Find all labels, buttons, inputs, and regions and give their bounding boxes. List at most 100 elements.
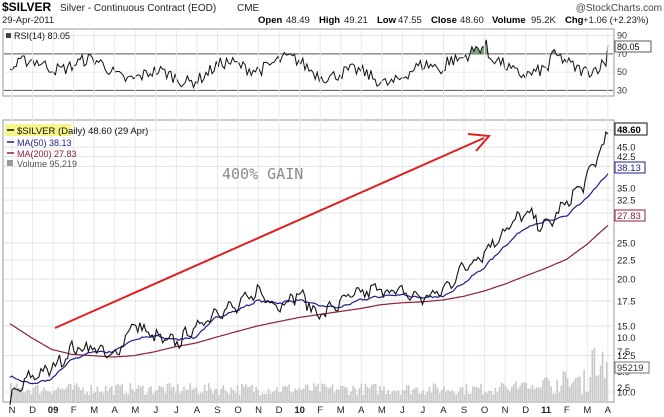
volume-bar (40, 391, 43, 401)
volume-bar (399, 394, 402, 401)
volume-bar (160, 386, 163, 401)
volume-bar (562, 371, 565, 401)
volume-bar (133, 391, 136, 401)
volume-bar (519, 385, 521, 401)
rsi-line (9, 39, 609, 90)
volume-bar (525, 383, 528, 401)
x-tick-label: J (421, 405, 426, 416)
volume-bar (146, 393, 148, 401)
volume-bar (226, 392, 229, 401)
volume-bar (197, 393, 200, 401)
x-tick-label: O (234, 405, 241, 416)
legend-highlight (5, 124, 71, 136)
x-tick-label: A (194, 405, 201, 416)
volume-bar (496, 392, 499, 401)
volume-bar (251, 384, 253, 401)
x-tick-label: D (29, 405, 36, 416)
volume-bar (193, 388, 196, 401)
volume-bar (115, 385, 117, 401)
volume-bar (408, 385, 410, 401)
price-tick-label: 45.0 (617, 143, 636, 154)
volume-bar (441, 389, 443, 401)
volume-bar (445, 391, 447, 401)
volume-bar (67, 384, 70, 401)
volume-bar (346, 387, 348, 401)
volume-bar (426, 391, 429, 401)
volume-bar (119, 385, 121, 401)
volume-bar (436, 388, 439, 401)
volume-bar (16, 383, 18, 401)
volume-bar (255, 386, 257, 401)
volume-bar (139, 386, 142, 401)
volume-bar (416, 387, 418, 401)
volume-bar (333, 392, 336, 401)
volume-bar (585, 392, 587, 401)
volume-bar (527, 388, 530, 401)
volume-bar (366, 387, 369, 401)
volume-bar (552, 393, 554, 401)
volume-label: Volume (492, 15, 526, 26)
chart-header: $SILVER Silver - Continuous Contract (EO… (2, 0, 662, 26)
volume-bar (257, 389, 259, 401)
price-tick-label: 22.5 (617, 255, 636, 266)
volume-bar (230, 387, 233, 401)
x-tick-label: J (153, 405, 158, 416)
volume-bar (195, 387, 198, 401)
volume-bar (430, 392, 433, 401)
volume-bar (579, 376, 581, 401)
volume-bar (22, 392, 24, 401)
volume-bar (589, 377, 591, 401)
volume-bar (121, 383, 123, 401)
volume-bar (253, 391, 255, 401)
volume-bar (288, 384, 290, 401)
volume-bar (172, 386, 175, 401)
volume-bar (325, 386, 328, 401)
ohlc-readout: Open 48.49 High 49.21 Low 47.55 Close 48… (258, 15, 649, 26)
x-tick-label: N (255, 405, 262, 416)
volume-bar (581, 394, 583, 401)
volume-bar (391, 391, 394, 401)
symbol-name: Silver - Continuous Contract (EOD) (60, 3, 216, 14)
volume-bar (47, 391, 49, 401)
volume-bar (566, 378, 569, 401)
x-tick-label: A (358, 405, 365, 416)
volume-bar (422, 390, 424, 401)
volume-bar (57, 387, 59, 401)
volume-bar (82, 387, 84, 401)
volume-bar (447, 389, 449, 401)
volume-bar (38, 394, 41, 401)
volume-bar (356, 394, 358, 401)
volume-bar (267, 388, 270, 401)
x-tick-label: A (605, 405, 612, 416)
volume-bar (471, 386, 474, 401)
volume-bar (395, 391, 398, 401)
volume-bar (100, 391, 103, 401)
volume-bar (214, 389, 216, 401)
volume-bar (467, 394, 470, 401)
volume-bar (313, 383, 315, 401)
x-tick-label: N (9, 405, 16, 416)
volume-bar (601, 351, 604, 401)
volume-bar (166, 383, 169, 401)
volume-bar (329, 387, 332, 401)
rsi-gridlines (4, 35, 613, 91)
ma200-tag-text: 27.83 (617, 211, 641, 222)
volume-bar (129, 383, 132, 401)
volume-bar (302, 388, 305, 401)
volume-bar (216, 388, 218, 401)
volume-bar (284, 386, 286, 401)
x-tick-label: M (378, 405, 386, 416)
volume-bar (18, 388, 20, 401)
x-tick-label: F (71, 405, 77, 416)
volume-bar (12, 391, 14, 401)
volume-bar (298, 387, 301, 401)
gain-annotation: 400% GAIN (222, 165, 303, 183)
x-tick-label: M (583, 405, 591, 416)
x-tick-label: A (112, 405, 119, 416)
volume-bar (517, 388, 519, 401)
volume-bar (309, 390, 311, 401)
volume-bar (111, 385, 113, 401)
ma200-line (9, 224, 609, 358)
volume-bar (222, 385, 224, 401)
